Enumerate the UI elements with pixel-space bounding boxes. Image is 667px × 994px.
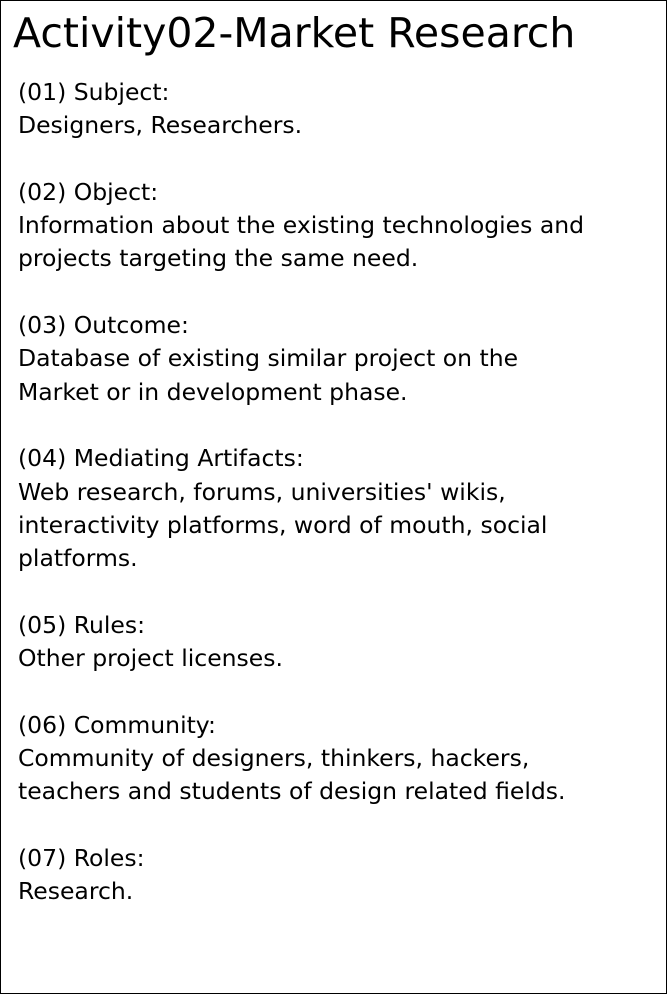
- section-line: Information about the existing technolog…: [18, 211, 585, 240]
- section-line: Other project licenses.: [18, 644, 283, 673]
- section-line: platforms.: [18, 544, 138, 573]
- section-line: Database of existing similar project on …: [18, 344, 519, 373]
- document-content: (01) Subject: Designers, Researchers. (0…: [18, 76, 666, 942]
- section-heading: (03) Outcome:: [18, 311, 189, 340]
- section-heading: (07) Roles:: [18, 843, 145, 872]
- section-line: Market or in development phase.: [18, 377, 408, 406]
- section-line: Research.: [18, 877, 134, 906]
- section-rules: (05) Rules: Other project licenses.: [18, 609, 666, 676]
- section-object: (02) Object: Information about the exist…: [18, 176, 666, 276]
- section-line: Designers, Researchers.: [18, 111, 303, 140]
- section-line: teachers and students of design related …: [18, 777, 566, 806]
- section-line: Community of designers, thinkers, hacker…: [18, 743, 530, 772]
- section-heading: (05) Rules:: [18, 610, 146, 639]
- section-subject: (01) Subject: Designers, Researchers.: [18, 76, 666, 143]
- section-heading: (02) Object:: [18, 177, 159, 206]
- section-mediating-artifacts: (04) Mediating Artifacts: Web research, …: [18, 442, 666, 575]
- section-line: interactivity platforms, word of mouth, …: [18, 510, 548, 539]
- section-line: Web research, forums, universities' wiki…: [18, 477, 506, 506]
- section-heading: (06) Community:: [18, 710, 216, 739]
- section-outcome: (03) Outcome: Database of existing simil…: [18, 309, 666, 409]
- document-title: Activity02-Market Research: [13, 9, 576, 57]
- section-line: projects targeting the same need.: [18, 244, 419, 273]
- section-heading: (01) Subject:: [18, 78, 170, 106]
- section-heading: (04) Mediating Artifacts:: [18, 444, 304, 473]
- section-roles: (07) Roles: Research.: [18, 842, 666, 909]
- section-community: (06) Community: Community of designers, …: [18, 709, 666, 809]
